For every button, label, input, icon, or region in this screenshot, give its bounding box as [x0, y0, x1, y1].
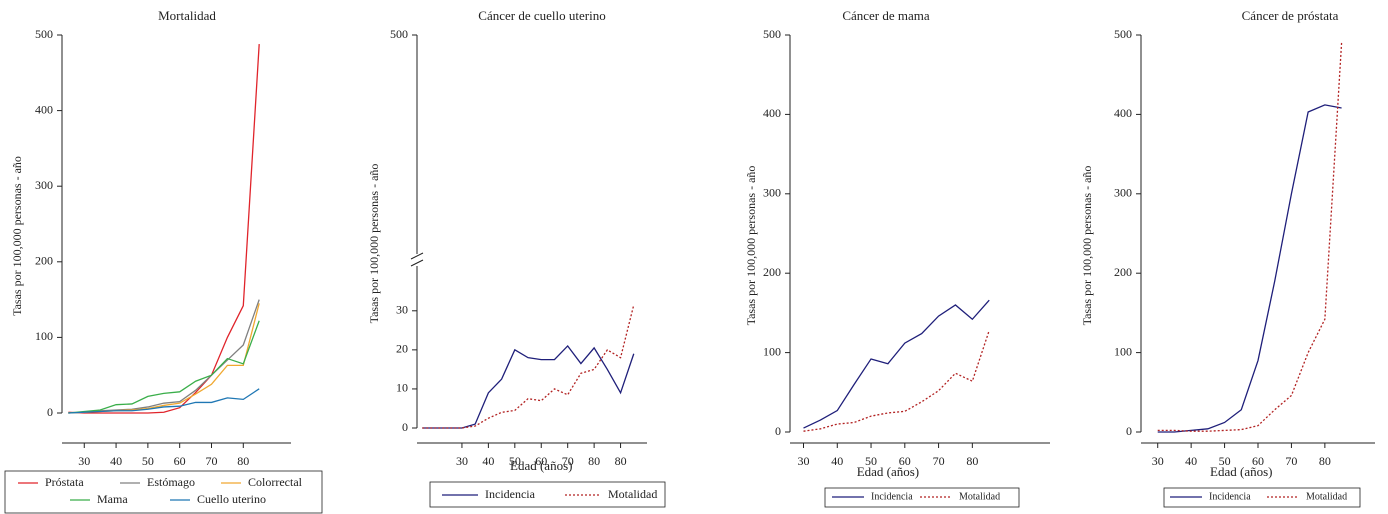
legend-label: Incidencia	[1209, 491, 1251, 502]
chart-title: Cáncer de mama	[842, 8, 930, 23]
series-line	[803, 299, 990, 429]
y-tick-label: 200	[1114, 265, 1132, 279]
series-line	[1157, 42, 1343, 432]
y-tick-label: 200	[35, 254, 53, 268]
x-tick-label: 50	[142, 454, 154, 468]
x-tick-label: 60	[174, 454, 186, 468]
y-tick-label: 0	[775, 424, 781, 438]
x-tick-label: 70	[205, 454, 217, 468]
legend-label: Estómago	[147, 475, 195, 489]
x-tick-label: 70	[933, 454, 945, 468]
x-tick-label: 80	[1319, 454, 1331, 468]
legend-label: Motalidad	[959, 491, 1000, 502]
legend-label: Mama	[97, 492, 128, 506]
legend-label: Próstata	[45, 475, 84, 489]
y-axis-label: Tasas por 100,000 personas - año	[744, 166, 758, 326]
series-line	[422, 344, 635, 429]
x-tick-label: 70	[562, 454, 574, 468]
chart-title: Cáncer de próstata	[1242, 8, 1339, 23]
series-line	[803, 330, 990, 432]
y-tick-label: 100	[1114, 344, 1132, 358]
y-tick-label: 400	[1114, 106, 1132, 120]
legend-label: Cuello uterino	[197, 492, 266, 506]
series-line	[68, 299, 260, 414]
x-tick-label: 30	[78, 454, 90, 468]
legend-label: Motalidad	[1306, 491, 1347, 502]
series-line	[1157, 104, 1342, 433]
series-line	[68, 320, 260, 414]
series-line	[68, 44, 260, 414]
x-tick-label: 50	[865, 454, 877, 468]
legend-box	[1163, 487, 1361, 508]
y-axis-label: Tasas por 100,000 personas - año	[367, 164, 381, 324]
x-tick-label: 80	[966, 454, 978, 468]
x-tick-label: 60	[899, 454, 911, 468]
y-tick-label: 400	[763, 106, 781, 120]
y-tick-label: 500	[763, 27, 781, 41]
y-tick-label: 10	[396, 381, 408, 395]
panel: Cáncer de mama Tasas por 100,000 personas…	[744, 8, 1050, 508]
x-tick-label: 40	[831, 454, 843, 468]
legend-box	[429, 481, 666, 508]
axis-break	[410, 252, 424, 267]
legend-label: Colorrectal	[248, 475, 303, 489]
y-tick-label: 100	[35, 329, 53, 343]
x-axis-label: Edad (años)	[1210, 464, 1272, 479]
x-tick-label: 80	[237, 454, 249, 468]
y-tick-label: 0	[47, 405, 53, 419]
y-tick-label: 0	[402, 420, 408, 434]
panel: Cáncer de cuello uterino Tasas por 100,00…	[367, 8, 666, 508]
x-tick-label: 30	[1152, 454, 1164, 468]
x-tick-label: 30	[798, 454, 810, 468]
x-tick-label: 80	[588, 454, 600, 468]
y-tick-label: 300	[35, 178, 53, 192]
x-tick-label: 40	[110, 454, 122, 468]
panel: Mortalidad Tasas por 100,000 personas - a…	[4, 8, 323, 514]
series-line	[68, 388, 260, 414]
y-tick-label: 0	[1126, 424, 1132, 438]
x-tick-label: 80	[615, 454, 627, 468]
panel: Cáncer de próstata Tasas por 100,000 pers…	[1080, 8, 1375, 508]
legend-label: Incidencia	[485, 487, 536, 501]
x-axis-label: Edad (años)	[510, 458, 572, 473]
x-tick-label: 40	[1185, 454, 1197, 468]
y-tick-label: 300	[1114, 186, 1132, 200]
y-tick-label: 500	[1114, 27, 1132, 41]
x-tick-label: 60	[1252, 454, 1264, 468]
y-tick-label: 500	[35, 27, 53, 41]
y-axis-label: Tasas por 100,000 personas - año	[10, 156, 24, 316]
chart-title: Mortalidad	[158, 8, 216, 23]
y-axis-label: Tasas por 100,000 personas - año	[1080, 166, 1094, 326]
legend-label: Incidencia	[871, 491, 913, 502]
x-tick-label: 60	[535, 454, 547, 468]
x-tick-label: 50	[509, 454, 521, 468]
y-tick-label: 20	[396, 342, 408, 356]
y-tick-label: 30	[396, 303, 408, 317]
series-line	[68, 303, 260, 414]
y-tick-label: 200	[763, 265, 781, 279]
series-line	[422, 304, 635, 429]
y-tick-label: 500	[390, 27, 408, 41]
x-axis-label: Edad (años)	[857, 464, 919, 479]
legend-label: Motalidad	[608, 487, 657, 501]
legend-box	[4, 470, 323, 514]
x-tick-label: 70	[1285, 454, 1297, 468]
x-tick-label: 40	[482, 454, 494, 468]
y-tick-label: 100	[763, 344, 781, 358]
chart-title: Cáncer de cuello uterino	[478, 8, 605, 23]
y-tick-label: 400	[35, 102, 53, 116]
x-tick-label: 50	[1219, 454, 1231, 468]
y-tick-label: 300	[763, 186, 781, 200]
x-tick-label: 30	[456, 454, 468, 468]
